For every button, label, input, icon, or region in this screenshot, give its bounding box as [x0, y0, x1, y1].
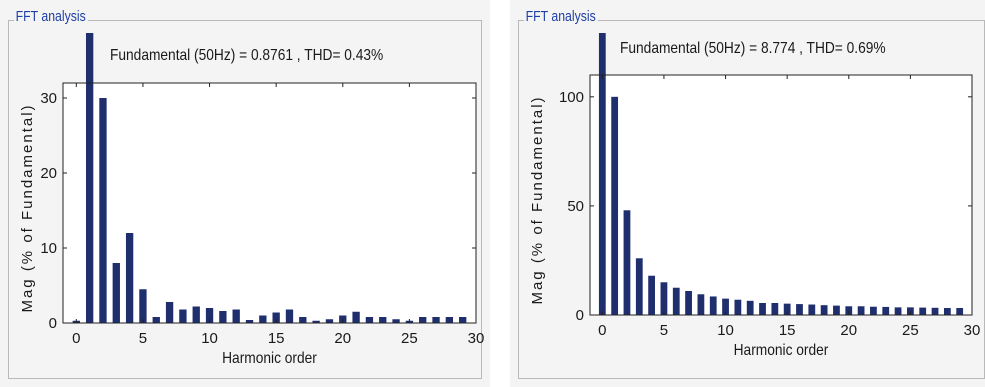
x-axis-label: Harmonic order [222, 349, 317, 367]
x-tick-label: 20 [334, 330, 351, 347]
harmonic-bar [808, 304, 816, 315]
harmonic-bar [845, 306, 853, 315]
harmonic-bar [85, 33, 94, 323]
harmonic-bar [611, 96, 619, 316]
y-axis-label: Mag (% of Fundamental) [19, 103, 36, 312]
harmonic-bar [709, 296, 717, 315]
chart-title: Fundamental (50Hz) = 8.774 , THD= 0.69% [620, 39, 886, 57]
harmonic-bar [660, 282, 668, 315]
harmonic-bar [392, 319, 400, 323]
harmonic-bar [232, 309, 240, 323]
fft-group-title: FFT analysis [14, 8, 88, 25]
x-tick-label: 0 [72, 330, 80, 347]
chart-title: Fundamental (50Hz) = 0.8761 , THD= 0.43% [110, 46, 383, 64]
harmonic-bar [783, 303, 791, 315]
plot-area [63, 83, 476, 323]
harmonic-bar [722, 298, 729, 315]
harmonic-bar [919, 307, 927, 315]
harmonic-bar [192, 306, 200, 323]
harmonic-bar [112, 263, 120, 323]
harmonic-bar [746, 300, 754, 315]
x-tick-label: 25 [401, 330, 418, 347]
x-tick-label: 30 [468, 330, 485, 347]
x-tick-label: 25 [902, 322, 919, 339]
harmonic-bar [623, 210, 631, 315]
x-tick-label: 30 [964, 322, 981, 339]
harmonic-bar [734, 299, 742, 315]
x-tick-label: 0 [598, 322, 606, 339]
harmonic-bar [299, 317, 307, 323]
y-tick-label: 0 [49, 315, 57, 332]
harmonic-bar [379, 317, 387, 323]
harmonic-bar [312, 320, 320, 323]
harmonic-bar [165, 302, 174, 323]
harmonic-bar [956, 308, 964, 315]
x-tick-label: 10 [717, 322, 734, 339]
y-tick-label: 20 [40, 165, 57, 182]
y-tick-label: 10 [40, 240, 57, 257]
x-axis-label: Harmonic order [734, 341, 829, 359]
harmonic-bar [205, 308, 214, 323]
x-tick-label: 10 [201, 330, 218, 347]
harmonic-bar [179, 309, 187, 323]
harmonic-bar [459, 317, 467, 323]
harmonic-bar [152, 317, 160, 323]
harmonic-bar [245, 320, 254, 323]
harmonic-bar [352, 311, 360, 323]
y-tick-label: 30 [40, 90, 57, 107]
plot-area [590, 75, 972, 315]
harmonic-bar [820, 305, 828, 315]
harmonic-bar [882, 306, 890, 315]
harmonic-bar [943, 308, 951, 315]
fft-chart-2: 0 5 10 15 20 25 30 0 50 100 Fundamental (50Hz) = 8… [529, 33, 981, 359]
harmonic-bar [445, 317, 454, 323]
harmonic-bar [894, 307, 902, 315]
harmonic-bar [697, 294, 705, 315]
harmonic-bar [931, 307, 939, 315]
harmonic-bar [771, 303, 779, 315]
harmonic-bar [325, 319, 334, 323]
harmonic-bar [870, 306, 877, 315]
y-tick-label: 0 [576, 307, 584, 324]
harmonic-bar [672, 287, 680, 315]
fft-chart-1: 0 5 10 15 20 25 30 0 10 20 30 Fundamental (50Hz) = … [19, 33, 485, 367]
harmonic-bar [272, 312, 280, 323]
fft-panel-1: FFT analysis 0 5 10 15 20 25 30 0 10 20 30 Fundamen… [0, 0, 490, 387]
fft-panel-2: FFT analysis 0 5 10 15 20 25 30 0 50 100 Fundament… [510, 0, 985, 387]
harmonic-bar [365, 317, 374, 323]
x-tick-label: 5 [139, 330, 147, 347]
harmonic-bar [99, 98, 107, 323]
harmonic-bar [285, 309, 294, 323]
harmonic-bar [125, 233, 134, 323]
harmonic-bar [796, 304, 803, 315]
fft-group-title: FFT analysis [524, 8, 598, 25]
harmonic-bar [857, 306, 865, 315]
harmonic-bar [685, 291, 692, 315]
harmonic-bar [219, 311, 227, 323]
harmonic-bar [259, 315, 267, 323]
harmonic-bar [833, 305, 840, 315]
harmonic-bar [139, 289, 147, 323]
axes-box [62, 82, 477, 324]
harmonic-bar [648, 275, 656, 315]
x-tick-label: 15 [268, 330, 285, 347]
fft-group-frame [8, 20, 482, 379]
y-axis-label: Mag (% of Fundamental) [529, 95, 546, 304]
harmonic-bar [432, 317, 440, 323]
y-tick-label: 50 [567, 198, 584, 215]
x-tick-label: 20 [840, 322, 857, 339]
harmonic-bar [635, 258, 643, 315]
harmonic-bar [598, 33, 606, 315]
y-tick-label: 100 [559, 89, 584, 106]
x-tick-label: 15 [779, 322, 796, 339]
x-tick-label: 5 [660, 322, 668, 339]
harmonic-bar [759, 303, 766, 315]
harmonic-bar [419, 317, 427, 323]
axes-box [589, 74, 973, 316]
